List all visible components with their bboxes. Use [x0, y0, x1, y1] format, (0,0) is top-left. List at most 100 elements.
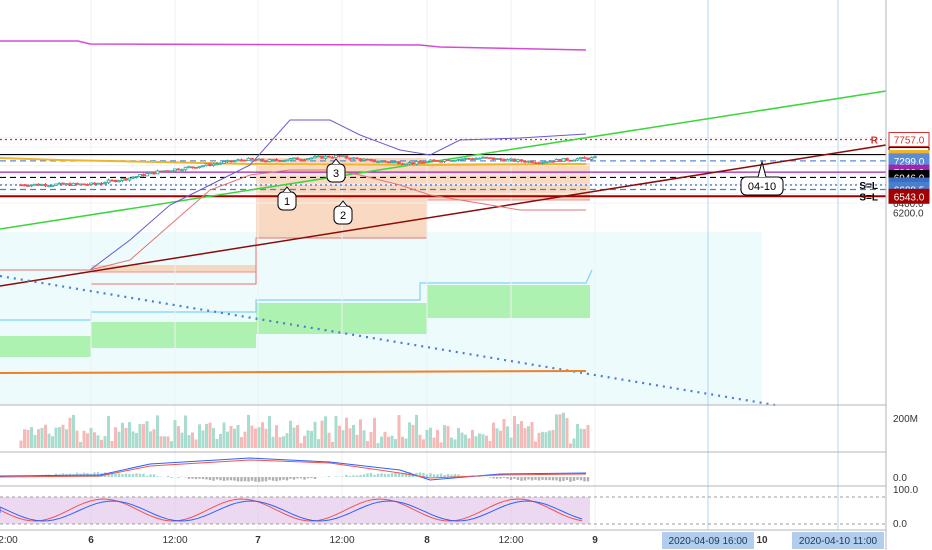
annotation-callout-2[interactable]: 2	[333, 200, 353, 225]
candle-body[interactable]	[239, 159, 244, 162]
candle-body[interactable]	[502, 159, 506, 162]
candle-body[interactable]	[243, 159, 247, 162]
candle-body[interactable]	[474, 158, 478, 160]
candle-body[interactable]	[120, 178, 125, 181]
candle-body[interactable]	[470, 158, 475, 161]
candle-body[interactable]	[481, 156, 485, 159]
candle-body[interactable]	[435, 160, 440, 162]
candle-body[interactable]	[134, 176, 139, 178]
candle-body[interactable]	[572, 159, 576, 162]
candle-body[interactable]	[582, 157, 587, 159]
candle-body[interactable]	[253, 159, 258, 161]
candle-body[interactable]	[589, 157, 594, 160]
candle-body[interactable]	[257, 158, 261, 161]
candle-body[interactable]	[225, 160, 230, 163]
candle-body[interactable]	[516, 159, 520, 162]
price-axis[interactable]: 7800.07600.07200.07000.06800.06600.06400…	[885, 0, 932, 550]
candle-body[interactable]	[526, 160, 531, 163]
candle-body[interactable]	[330, 156, 335, 159]
candle-body[interactable]	[344, 155, 349, 159]
candle-body[interactable]	[292, 157, 296, 160]
candle-body[interactable]	[306, 158, 310, 161]
candle-body[interactable]	[477, 157, 482, 160]
candle-body[interactable]	[575, 158, 580, 161]
candle-body[interactable]	[442, 159, 447, 162]
candle-body[interactable]	[530, 160, 534, 164]
candle-body[interactable]	[166, 170, 170, 173]
candle-body[interactable]	[85, 184, 90, 186]
candle-body[interactable]	[593, 156, 597, 159]
candle-body[interactable]	[372, 159, 377, 163]
candle-body[interactable]	[162, 170, 167, 173]
candle-body[interactable]	[439, 160, 443, 163]
candle-body[interactable]	[71, 182, 76, 186]
candle-body[interactable]	[285, 159, 289, 162]
candle-body[interactable]	[379, 160, 384, 163]
candle-body[interactable]	[421, 161, 426, 164]
annotation-callout-3[interactable]: 3	[326, 158, 346, 183]
time-badge-2[interactable]	[792, 532, 884, 549]
candle-body[interactable]	[187, 166, 191, 169]
candle-body[interactable]	[64, 183, 69, 186]
candle-body[interactable]	[453, 159, 457, 162]
candle-body[interactable]	[190, 166, 195, 169]
candle-body[interactable]	[260, 158, 265, 162]
candle-body[interactable]	[271, 159, 275, 161]
candle-body[interactable]	[561, 158, 566, 162]
candle-body[interactable]	[141, 174, 146, 177]
candle-body[interactable]	[341, 155, 345, 158]
candle-body[interactable]	[558, 158, 562, 162]
candle-body[interactable]	[488, 157, 492, 160]
candle-body[interactable]	[159, 170, 163, 173]
candle-body[interactable]	[400, 163, 405, 166]
candle-body[interactable]	[264, 160, 268, 163]
candle-body[interactable]	[222, 161, 226, 164]
candle-body[interactable]	[411, 162, 415, 165]
candle-body[interactable]	[544, 161, 548, 164]
candle-body[interactable]	[449, 159, 454, 162]
candle-body[interactable]	[131, 176, 135, 179]
candle-body[interactable]	[236, 159, 240, 162]
candle-body[interactable]	[565, 158, 569, 161]
candle-body[interactable]	[138, 174, 142, 177]
candle-body[interactable]	[89, 182, 93, 185]
candle-body[interactable]	[509, 158, 513, 161]
candle-body[interactable]	[537, 162, 541, 165]
candle-body[interactable]	[467, 157, 471, 160]
darkred-trendline[interactable]	[0, 144, 887, 287]
candle-body[interactable]	[155, 170, 160, 175]
candle-body[interactable]	[99, 182, 104, 185]
candle-body[interactable]	[320, 155, 324, 159]
time-axis[interactable]: 2:00 6 12:00 7 12:00 8 12:00 9 10 2020-04-09 16:0…	[0, 532, 884, 549]
candle-body[interactable]	[316, 155, 321, 158]
candle-body[interactable]	[383, 160, 387, 163]
candle-body[interactable]	[337, 154, 342, 157]
candle-body[interactable]	[386, 161, 391, 164]
candle-body[interactable]	[127, 177, 132, 181]
candle-body[interactable]	[274, 159, 279, 161]
candle-body[interactable]	[348, 157, 352, 160]
candlestick-series[interactable]	[19, 154, 597, 188]
blue-dotted-trendline[interactable]	[0, 274, 776, 407]
candle-body[interactable]	[75, 182, 79, 185]
candle-body[interactable]	[397, 161, 401, 165]
candle-body[interactable]	[407, 162, 412, 165]
candle-body[interactable]	[194, 166, 198, 169]
candle-body[interactable]	[19, 184, 23, 187]
candle-body[interactable]	[215, 163, 219, 166]
candle-body[interactable]	[313, 156, 317, 159]
candle-body[interactable]	[460, 158, 464, 161]
candle-body[interactable]	[204, 163, 209, 167]
candle-body[interactable]	[267, 159, 272, 163]
candle-body[interactable]	[309, 157, 314, 160]
candle-body[interactable]	[211, 163, 216, 166]
candle-body[interactable]	[57, 182, 62, 185]
candle-body[interactable]	[358, 158, 363, 161]
candle-body[interactable]	[82, 183, 86, 186]
candle-body[interactable]	[351, 157, 356, 160]
candle-body[interactable]	[152, 172, 156, 175]
candle-body[interactable]	[61, 182, 65, 185]
candle-body[interactable]	[295, 157, 300, 160]
candle-body[interactable]	[229, 160, 233, 163]
